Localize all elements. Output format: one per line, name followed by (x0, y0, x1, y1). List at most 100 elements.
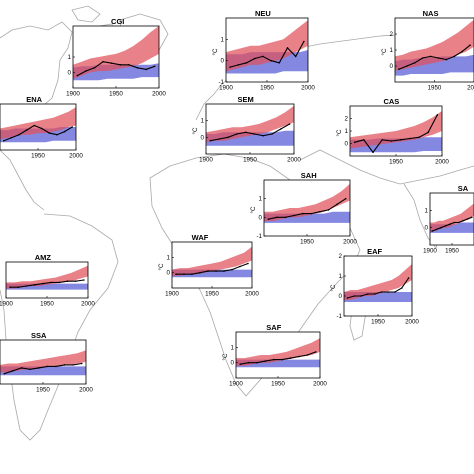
observed-point (407, 277, 410, 279)
x-tick-label: 1950 (445, 248, 459, 255)
x-tick-label: 1900 (219, 85, 233, 92)
observed-point (319, 210, 321, 213)
observed-point (102, 60, 104, 63)
x-tick-label: 1950 (428, 85, 442, 92)
y-tick-label: -1 (256, 233, 262, 240)
observed-point (401, 287, 403, 289)
panel-title: WAF (192, 233, 209, 242)
x-tick-label: 2000 (301, 85, 315, 92)
all-forcing-band (172, 246, 252, 276)
observed-point (9, 286, 11, 288)
observed-point (390, 140, 393, 142)
observed-line (268, 198, 347, 220)
x-tick-label: 1950 (205, 291, 219, 298)
observed-point (218, 138, 220, 140)
all-forcing-band (395, 19, 474, 71)
panel-waf: 0 1 1900 1950 2000 °C WAF (158, 233, 259, 298)
panel-title: SEM (237, 95, 253, 104)
observed-point (301, 212, 304, 215)
central-america-outline (0, 149, 45, 211)
x-tick-label: 1950 (260, 85, 274, 92)
x-tick-label: 1950 (271, 381, 285, 388)
panel-svg-cgi: 0 1 1900 1950 2000 CGI (66, 17, 166, 98)
x-tick-label: 2000 (435, 159, 449, 166)
panel-cgi: 0 1 1900 1950 2000 CGI (59, 17, 166, 98)
observed-point (17, 286, 20, 288)
observed-point (253, 57, 256, 60)
x-tick-label: 2000 (245, 291, 259, 298)
x-tick-label: 2000 (79, 387, 93, 394)
all-forcing-band (264, 183, 350, 222)
observed-point (239, 363, 241, 365)
x-tick-label: 1950 (300, 239, 314, 246)
observed-point (435, 228, 438, 231)
observed-point (119, 64, 122, 66)
y-axis-label: °C (212, 48, 219, 55)
observed-point (215, 270, 217, 272)
y-tick-label: 0 (221, 58, 225, 65)
panel-svg-waf: 0 1 1900 1950 2000 °C WAF (158, 233, 259, 298)
observed-point (56, 133, 58, 136)
observed-point (431, 230, 433, 232)
y-tick-label: 0 (68, 70, 72, 77)
observed-point (227, 136, 229, 139)
observed-line (3, 124, 73, 142)
all-forcing-band (73, 26, 159, 79)
observed-point (239, 265, 241, 268)
x-tick-label: 2000 (152, 91, 166, 98)
panel-svg-nas: 0 1 2 1950 2000 °C NAS (381, 9, 474, 92)
y-axis-label: °C (250, 206, 257, 213)
y-tick-label: 0 (167, 270, 171, 277)
y-tick-label: 0 (390, 63, 394, 70)
observed-point (63, 364, 66, 366)
observed-point (12, 370, 14, 372)
observed-point (83, 279, 85, 281)
observed-point (281, 358, 283, 361)
observed-point (303, 40, 305, 43)
x-tick-label: 1900 (229, 381, 243, 388)
x-tick-label: 1900 (423, 248, 437, 255)
y-tick-label: 1 (390, 47, 394, 54)
y-tick-label: 2 (345, 116, 349, 123)
observed-point (276, 216, 278, 219)
panel-svg-neu: -1 0 1 1900 1950 2000 °C NEU (212, 9, 315, 92)
observed-point (289, 357, 292, 359)
observed-point (25, 129, 28, 131)
panel-nas: 0 1 2 1950 2000 °C NAS (381, 9, 474, 92)
observed-point (58, 281, 61, 284)
panel-svg-sah: -1 0 1 1950 2000 °C SAH (250, 171, 357, 246)
y-tick-label: 0 (339, 293, 343, 300)
panel-svg-sas: 0 1 1900 1950 SA (423, 184, 474, 255)
observed-point (33, 124, 35, 127)
observed-point (183, 273, 185, 275)
y-tick-label: 1 (167, 254, 171, 261)
observed-point (42, 282, 44, 285)
x-tick-label: 2000 (467, 85, 474, 92)
observed-point (427, 131, 429, 134)
observed-point (85, 70, 87, 72)
x-tick-label: 2000 (287, 157, 301, 164)
all-forcing-band (0, 350, 86, 373)
y-tick-label: 1 (231, 344, 235, 351)
observed-point (209, 139, 212, 142)
observed-line (210, 123, 290, 142)
observed-point (46, 365, 49, 368)
panel-title: EAF (367, 247, 382, 256)
y-tick-label: 0 (201, 134, 205, 141)
panel-title: AMZ (35, 253, 52, 262)
observed-point (466, 218, 469, 220)
observed-point (50, 281, 52, 284)
observed-point (253, 133, 256, 135)
panel-svg-cas: 0 1 2 1950 2000 °C CAS (336, 97, 449, 166)
observed-point (18, 133, 20, 136)
observed-point (294, 55, 297, 58)
observed-point (128, 64, 130, 66)
x-tick-label: 1950 (40, 301, 54, 308)
observed-point (469, 44, 471, 46)
observed-point (360, 295, 362, 297)
observed-point (398, 68, 400, 70)
panel-ena: 1950 2000 ENA (0, 95, 83, 160)
y-tick-label: -1 (218, 79, 224, 86)
observed-point (406, 65, 408, 67)
observed-point (306, 354, 309, 356)
